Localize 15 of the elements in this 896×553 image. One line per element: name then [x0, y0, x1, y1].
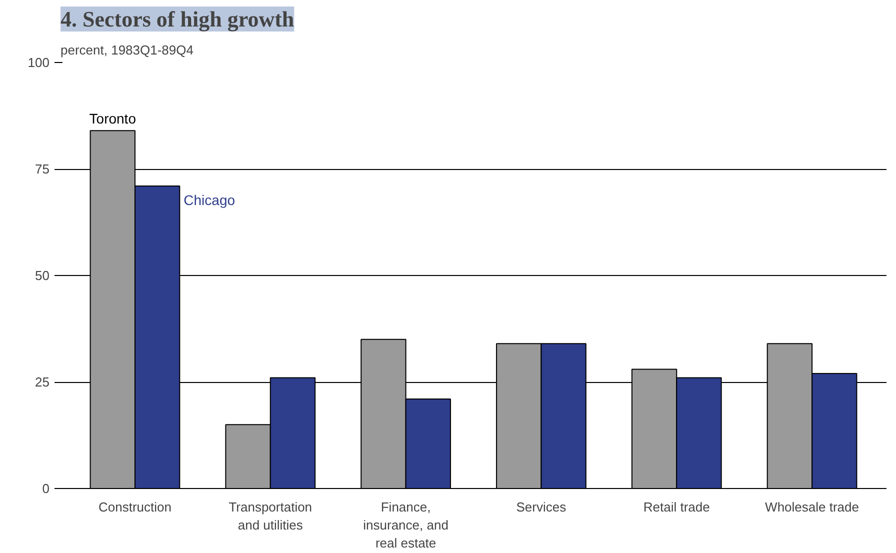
y-tick-label: 25 — [35, 374, 50, 390]
y-tick-label: 0 — [42, 481, 50, 496]
series-label: Toronto — [89, 110, 136, 127]
y-axis-title: percent, 1983Q1-89Q4 — [60, 42, 194, 58]
chart-title: 4. Sectors of high growth — [60, 6, 294, 32]
y-tick-label: 100 — [28, 55, 50, 70]
x-tick-label: Construction — [98, 500, 172, 514]
x-tick-label: Retail trade — [643, 500, 710, 514]
x-tick-label: Finance, insurance, and real estate — [363, 500, 448, 550]
series-label: Chicago — [184, 192, 236, 208]
x-tick-label: Services — [516, 500, 567, 514]
y-tick-label: 75 — [35, 162, 50, 176]
y-tick-label: 50 — [35, 268, 50, 283]
x-tick-label: Transportation and utilities — [228, 500, 312, 532]
x-tick-label: Wholesale trade — [765, 500, 860, 514]
